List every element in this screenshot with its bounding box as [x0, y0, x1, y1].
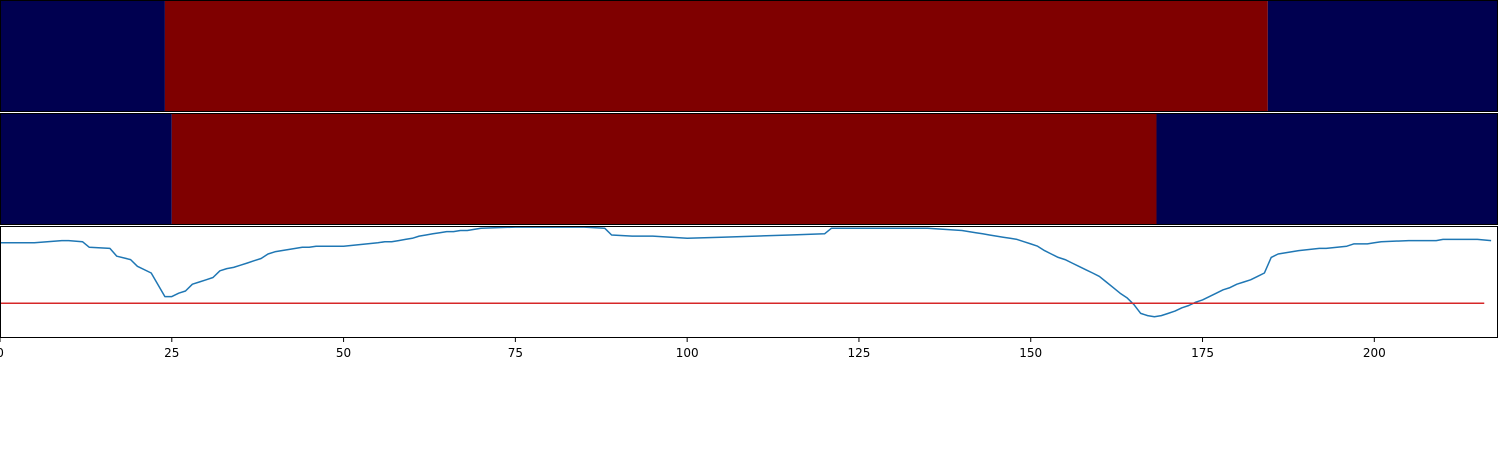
- x-tick-label: 125: [847, 346, 870, 360]
- line-layer: [0, 226, 1498, 338]
- x-tick-label: 100: [676, 346, 699, 360]
- series-line: [0, 226, 1492, 318]
- x-tick-label: 50: [336, 346, 351, 360]
- x-tick-label: 0: [0, 346, 4, 360]
- x-tick-label: 200: [1363, 346, 1386, 360]
- heatmap-segment-low: [1156, 113, 1498, 225]
- line-panel: 0 25 50 75 100 125 150 175 200: [0, 226, 1498, 360]
- heatmap-frame: [0, 0, 1498, 112]
- heatmap-segment-low: [0, 113, 172, 225]
- heatmap-segment-low: [1267, 0, 1498, 112]
- heatmap-frame: [0, 113, 1498, 225]
- heatmap-segment-high: [164, 0, 1268, 112]
- x-axis: 0 25 50 75 100 125 150 175 200: [0, 338, 1386, 360]
- x-tick-label: 150: [1019, 346, 1042, 360]
- x-tick-label: 25: [164, 346, 179, 360]
- heatmap-panel-top: [0, 0, 1498, 112]
- line-plot-background: [0, 226, 1498, 338]
- line-plot-frame: [0, 226, 1498, 338]
- heatmap-panel-middle: [0, 113, 1498, 225]
- x-tick-label: 175: [1191, 346, 1214, 360]
- heatmap-segment-high: [171, 113, 1157, 225]
- x-tick-label: 75: [508, 346, 523, 360]
- heatmap-segment-low: [0, 0, 165, 112]
